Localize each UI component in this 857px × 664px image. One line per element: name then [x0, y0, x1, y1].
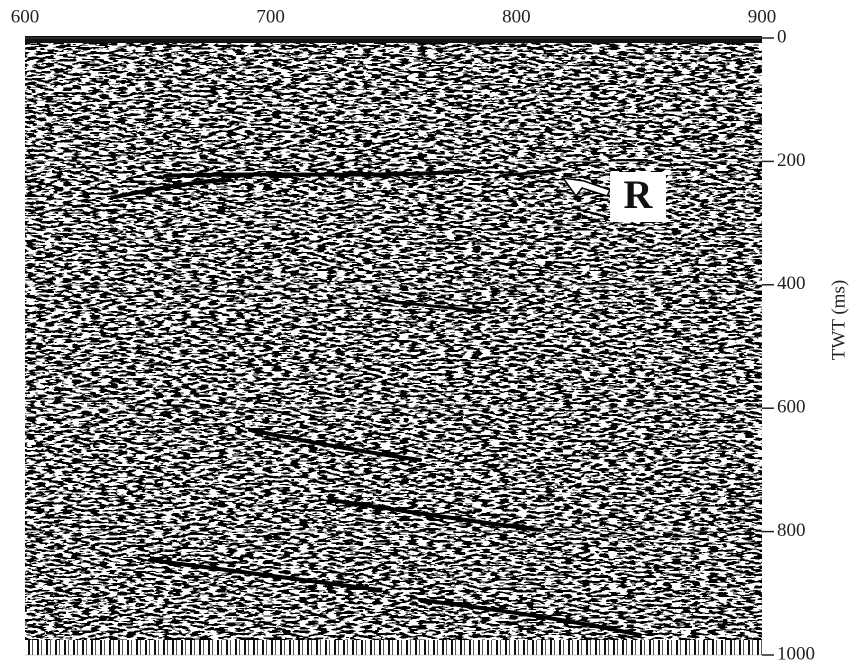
- top-band: [25, 36, 762, 43]
- x-tick-label: 900: [748, 6, 777, 27]
- x-tick-label: 800: [502, 6, 531, 27]
- y-tick-label: 400: [777, 273, 806, 294]
- x-tick-label: 600: [11, 6, 40, 27]
- annotation-arrow: [561, 177, 612, 198]
- reflectors: [113, 168, 642, 637]
- reflector: [418, 598, 642, 637]
- y-tick-label: 800: [777, 520, 806, 541]
- x-tick-label: 700: [256, 6, 285, 27]
- reflector: [498, 168, 562, 178]
- y-tick-label: 200: [777, 150, 806, 171]
- reflector: [248, 428, 422, 462]
- reflector: [163, 169, 472, 178]
- y-tick-label: 1000: [777, 643, 815, 664]
- reflector: [328, 498, 542, 532]
- reflector: [378, 298, 492, 314]
- reflector: [148, 558, 382, 592]
- y-axis-label: TWT (ms): [828, 280, 849, 360]
- reflector: [113, 178, 232, 199]
- y-tick-label: 600: [777, 397, 806, 418]
- annotation-text: R: [624, 172, 654, 217]
- y-tick-label: 0: [777, 26, 787, 47]
- bottom-strip: [25, 640, 762, 655]
- seismic-section: [25, 36, 762, 655]
- annotation-box: [610, 172, 666, 222]
- annotation: R: [561, 172, 666, 222]
- seismic-texture: [25, 38, 762, 655]
